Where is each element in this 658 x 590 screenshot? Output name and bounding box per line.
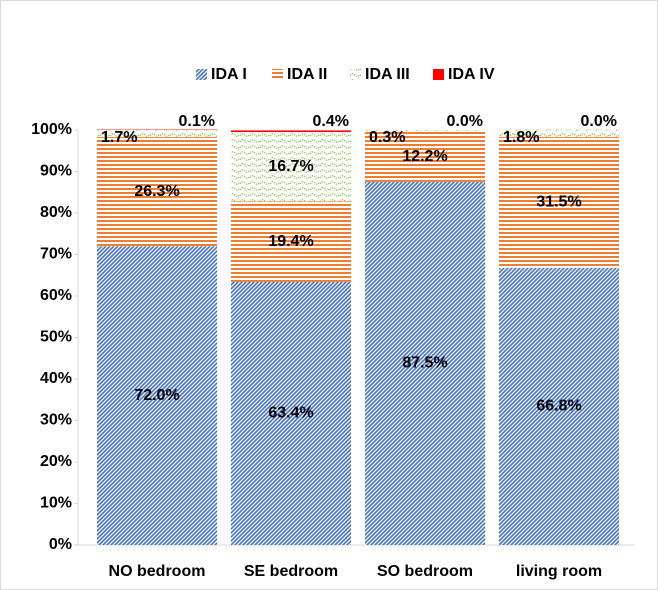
value-label: 0.1% — [179, 113, 215, 130]
value-label: 0.0% — [447, 113, 483, 130]
value-label: 19.4% — [268, 233, 313, 250]
y-tick-label: 40% — [40, 370, 72, 387]
value-label: 1.8% — [503, 129, 539, 146]
bar-segment — [97, 137, 217, 247]
bar-segment — [365, 130, 485, 132]
y-tick-label: 30% — [40, 412, 72, 429]
value-label: 0.4% — [313, 113, 349, 130]
value-label: 72.0% — [134, 387, 179, 404]
bar-segment — [231, 132, 351, 202]
y-tick-label: 0% — [49, 536, 72, 553]
legend-label: IDA II — [287, 66, 327, 83]
value-label: 16.7% — [268, 158, 313, 175]
x-tick-label: NO bedroom — [109, 563, 206, 580]
y-tick-label: 10% — [40, 495, 72, 512]
value-label: 31.5% — [536, 194, 581, 211]
value-label: 1.7% — [101, 129, 137, 146]
y-tick-label: 50% — [40, 329, 72, 346]
value-label: 26.3% — [134, 183, 179, 200]
legend-swatch — [350, 69, 361, 80]
bar-segment — [499, 137, 619, 268]
value-label: 63.4% — [268, 405, 313, 422]
x-tick-label: SO bedroom — [377, 563, 473, 580]
bar-segment — [231, 201, 351, 282]
bar-segment — [97, 246, 217, 545]
y-tick-label: 20% — [40, 453, 72, 470]
legend-label: IDA IV — [448, 66, 495, 83]
legend-swatch — [433, 69, 444, 80]
value-label: 0.3% — [369, 129, 405, 146]
legend-label: IDA I — [211, 66, 247, 83]
bar-segment — [231, 130, 351, 133]
x-tick-label: SE bedroom — [244, 563, 338, 580]
value-label: 66.8% — [536, 398, 581, 415]
bar-segment — [365, 131, 485, 182]
value-label: 87.5% — [402, 355, 447, 372]
bar-segment — [499, 129, 619, 138]
bar-segment — [499, 267, 619, 545]
bar-segment — [365, 181, 485, 545]
value-label: 0.0% — [581, 113, 617, 130]
bar-segment — [97, 130, 217, 138]
value-label: 12.2% — [402, 148, 447, 165]
y-tick-label: 100% — [31, 121, 72, 138]
bar-segment — [231, 281, 351, 545]
x-tick-label: living room — [516, 563, 602, 580]
y-tick-label: 70% — [40, 246, 72, 263]
y-tick-label: 60% — [40, 287, 72, 304]
legend-swatch — [196, 69, 207, 80]
y-tick-label: 80% — [40, 204, 72, 221]
legend-swatch — [272, 69, 283, 80]
legend-label: IDA III — [365, 66, 410, 83]
y-tick-label: 90% — [40, 163, 72, 180]
